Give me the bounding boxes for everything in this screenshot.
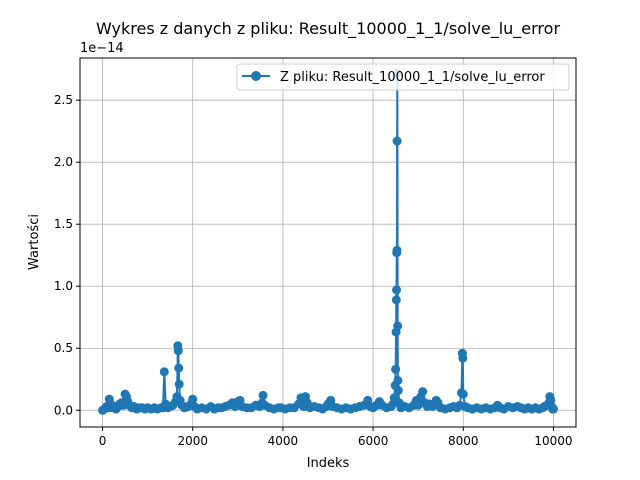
x-axis-label: Indeks <box>307 456 350 471</box>
data-point <box>391 295 401 305</box>
y-axis-ticks: 0.0 0.5 1.0 1.5 2.0 2.5 <box>54 93 80 417</box>
data-series <box>98 68 558 415</box>
y-tick-label: 1.5 <box>54 217 73 231</box>
data-point <box>174 379 184 389</box>
data-point <box>393 385 403 395</box>
chart-title: Wykres z danych z pliku: Result_10000_1_… <box>96 19 560 39</box>
y-axis-label: Wartości <box>27 214 42 270</box>
data-point <box>391 364 401 374</box>
x-tick-label: 2000 <box>177 434 208 448</box>
y-offset-label: 1e−14 <box>80 41 124 56</box>
data-point <box>392 285 402 295</box>
legend-marker-swatch <box>251 71 261 81</box>
x-tick-label: 4000 <box>268 434 299 448</box>
legend-box <box>236 63 570 91</box>
data-point <box>188 394 198 404</box>
data-point <box>258 390 268 400</box>
x-tick-label: 10000 <box>534 434 572 448</box>
data-point <box>392 136 402 146</box>
data-point <box>548 404 558 414</box>
y-tick-label: 1.0 <box>54 279 73 293</box>
data-point <box>393 375 403 385</box>
data-point <box>159 367 169 377</box>
y-tick-label: 0.5 <box>54 341 73 355</box>
x-tick-label: 6000 <box>358 434 389 448</box>
data-point <box>392 245 402 255</box>
data-point <box>418 387 428 397</box>
x-tick-label: 0 <box>99 434 107 448</box>
data-point <box>458 389 468 399</box>
data-point <box>393 321 403 331</box>
data-point <box>458 353 468 363</box>
legend: Z pliku: Result_10000_1_1/solve_lu_error <box>236 63 570 91</box>
y-tick-label: 2.0 <box>54 155 73 169</box>
data-point <box>413 400 423 410</box>
legend-label: Z pliku: Result_10000_1_1/solve_lu_error <box>280 70 545 85</box>
y-tick-label: 2.5 <box>54 93 73 107</box>
x-axis-ticks: 0 2000 4000 6000 8000 10000 <box>99 427 573 448</box>
y-tick-label: 0.0 <box>54 403 73 417</box>
grid-lines <box>80 58 576 427</box>
data-point <box>174 363 184 373</box>
x-tick-label: 8000 <box>448 434 479 448</box>
data-point <box>173 346 183 356</box>
axes-frame <box>79 57 577 428</box>
